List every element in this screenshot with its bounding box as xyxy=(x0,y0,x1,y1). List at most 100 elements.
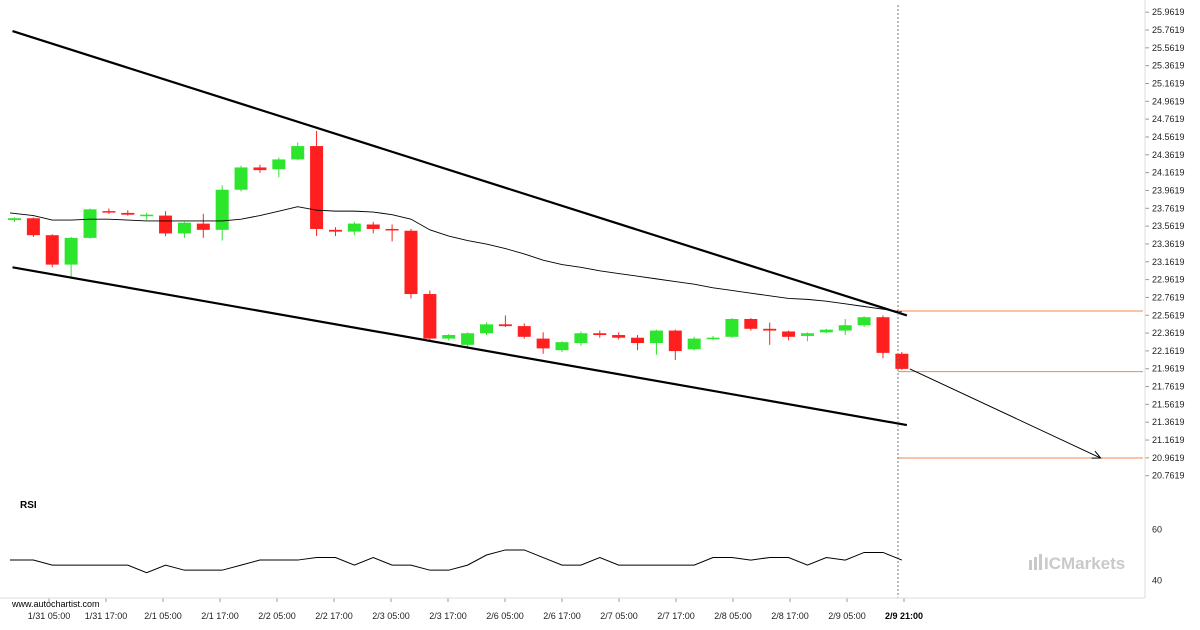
candle-body xyxy=(838,325,852,331)
x-tick-label: 1/31 05:00 xyxy=(28,611,71,621)
candle-body xyxy=(272,159,286,170)
y-tick-label: 24.3619 xyxy=(1152,150,1185,160)
candle-body xyxy=(593,333,607,336)
moving-average-line xyxy=(9,206,902,313)
y-tick-label: 24.1619 xyxy=(1152,168,1185,178)
rsi-title: RSI xyxy=(20,500,37,511)
y-tick-label: 24.5619 xyxy=(1152,132,1185,142)
x-tick-label: 2/6 05:00 xyxy=(486,611,524,621)
moving-average-series xyxy=(9,206,902,313)
x-tick-label: 2/9 05:00 xyxy=(828,611,866,621)
candle-body xyxy=(782,331,796,337)
candle-body xyxy=(668,330,682,352)
y-tick-label: 22.5619 xyxy=(1152,310,1185,320)
rsi-tick-label: 40 xyxy=(1152,575,1162,585)
candle-body xyxy=(159,215,173,234)
candle-body xyxy=(763,328,777,331)
x-axis-tick-labels: 1/31 05:00 1/31 17:00 2/1 05:00 2/1 17:00 2/… xyxy=(28,611,923,621)
candle-body xyxy=(234,167,248,190)
candlestick-series xyxy=(8,130,909,370)
y-tick-label: 24.9619 xyxy=(1152,96,1185,106)
candle-body xyxy=(64,237,78,265)
y-tick-label: 22.1619 xyxy=(1152,346,1185,356)
channel-lower-line xyxy=(12,266,908,427)
x-tick-label: 2/7 05:00 xyxy=(600,611,638,621)
candle-body xyxy=(404,230,418,295)
y-tick-label: 23.7619 xyxy=(1152,203,1185,213)
x-tick-label: 2/2 05:00 xyxy=(258,611,296,621)
brand-logo-text: ICMarkets xyxy=(1044,554,1125,573)
x-tick-label: 2/3 17:00 xyxy=(429,611,467,621)
credit-text: www.autochartist.com xyxy=(11,599,100,609)
rsi-series xyxy=(10,549,903,574)
candle-body xyxy=(196,223,210,230)
candle-body xyxy=(895,353,909,369)
candle-body xyxy=(706,337,720,340)
rsi-tick-label: 60 xyxy=(1152,525,1162,535)
candle-body xyxy=(45,235,59,265)
rsi-tick-labels: 60 40 xyxy=(1152,525,1162,586)
y-tick-label: 23.3619 xyxy=(1152,239,1185,249)
candle-body xyxy=(612,335,626,338)
candle-body xyxy=(83,209,97,238)
y-tick-label: 25.1619 xyxy=(1152,78,1185,88)
candle-body xyxy=(498,324,512,327)
y-tick-label: 22.3619 xyxy=(1152,328,1185,338)
y-tick-label: 21.3619 xyxy=(1152,417,1185,427)
candle-body xyxy=(253,167,267,171)
x-tick-label: 2/6 17:00 xyxy=(543,611,581,621)
candle-body xyxy=(177,222,191,234)
y-tick-label: 25.5619 xyxy=(1152,43,1185,53)
candle-body xyxy=(140,214,154,217)
candle-body xyxy=(8,218,21,221)
y-tick-label: 23.5619 xyxy=(1152,221,1185,231)
channel-upper-line xyxy=(12,30,908,317)
candle-body xyxy=(102,211,116,213)
forecast-arrow-line xyxy=(909,368,1101,459)
candle-body xyxy=(744,318,758,329)
candle-body xyxy=(631,337,645,344)
candle-body xyxy=(215,189,229,230)
forecast-arrow-head xyxy=(1091,450,1102,459)
y-tick-label: 21.1619 xyxy=(1152,435,1185,445)
y-tick-label: 25.9619 xyxy=(1152,7,1185,17)
y-tick-label: 25.7619 xyxy=(1152,25,1185,35)
candle-body xyxy=(366,224,380,229)
candle-body xyxy=(385,228,399,231)
y-tick-label: 23.9619 xyxy=(1152,185,1185,195)
candle-body xyxy=(328,229,342,232)
candle-body xyxy=(876,317,890,353)
x-tick-label: 2/8 17:00 xyxy=(771,611,809,621)
brand-logo: ICMarkets xyxy=(1029,554,1125,573)
candle-body xyxy=(555,342,569,351)
candle-body xyxy=(517,326,531,337)
candle-body xyxy=(480,324,493,334)
candle-body xyxy=(649,330,663,344)
y-tick-label: 21.9619 xyxy=(1152,364,1185,374)
candle-body xyxy=(26,218,40,236)
y-tick-label: 20.9619 xyxy=(1152,453,1185,463)
candle-body xyxy=(800,333,814,336)
y-tick-label: 22.9619 xyxy=(1152,275,1185,285)
level-lines xyxy=(898,310,1143,459)
candle-body xyxy=(423,294,437,339)
x-tick-label: 2/8 05:00 xyxy=(714,611,752,621)
x-tick-label: 2/7 17:00 xyxy=(657,611,695,621)
candle-body xyxy=(574,333,588,344)
candle-body xyxy=(725,318,739,337)
y-tick-label: 24.7619 xyxy=(1152,114,1185,124)
x-tick-label: 2/9 21:00 xyxy=(885,611,923,621)
forecast-arrow xyxy=(909,368,1102,459)
candle-body xyxy=(347,223,361,232)
candle-body xyxy=(461,333,475,345)
y-tick-label: 22.7619 xyxy=(1152,292,1185,302)
y-tick-label: 25.3619 xyxy=(1152,61,1185,71)
brand-logo-mark xyxy=(1029,554,1042,570)
x-tick-label: 2/3 05:00 xyxy=(372,611,410,621)
x-tick-label: 2/1 17:00 xyxy=(201,611,239,621)
y-tick-label: 20.7619 xyxy=(1152,471,1185,481)
candle-body xyxy=(121,212,135,215)
x-tick-label: 2/1 05:00 xyxy=(144,611,182,621)
candle-body xyxy=(687,338,701,350)
